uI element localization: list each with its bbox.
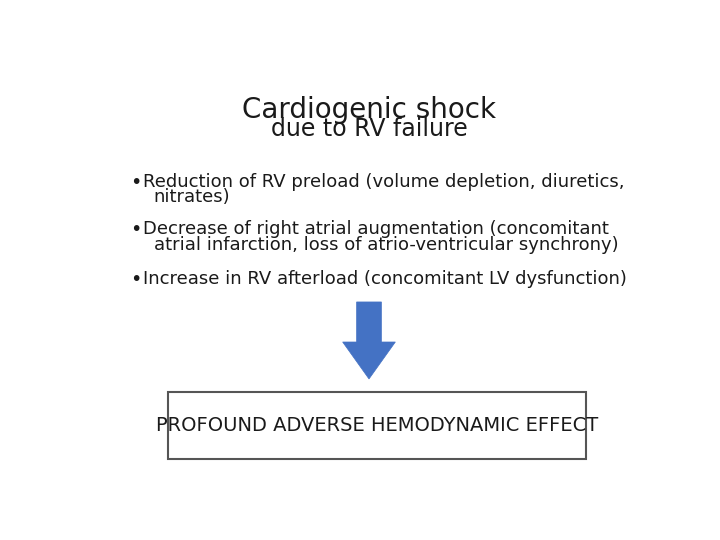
Text: atrial infarction, loss of atrio-ventricular synchrony): atrial infarction, loss of atrio-ventric… [153, 236, 618, 254]
Text: Decrease of right atrial augmentation (concomitant: Decrease of right atrial augmentation (c… [143, 220, 608, 238]
Polygon shape [343, 302, 395, 379]
Text: Cardiogenic shock: Cardiogenic shock [242, 96, 496, 124]
Text: •: • [130, 269, 142, 288]
Bar [168, 392, 586, 459]
Text: Increase in RV afterload (concomitant LV dysfunction): Increase in RV afterload (concomitant LV… [143, 269, 626, 288]
Text: PROFOUND ADVERSE HEMODYNAMIC EFFECT: PROFOUND ADVERSE HEMODYNAMIC EFFECT [156, 416, 598, 435]
Text: due to RV failure: due to RV failure [271, 117, 467, 141]
Text: Reduction of RV preload (volume depletion, diuretics,: Reduction of RV preload (volume depletio… [143, 173, 624, 191]
Text: nitrates): nitrates) [153, 188, 230, 206]
Text: •: • [130, 173, 142, 192]
Text: •: • [130, 220, 142, 239]
